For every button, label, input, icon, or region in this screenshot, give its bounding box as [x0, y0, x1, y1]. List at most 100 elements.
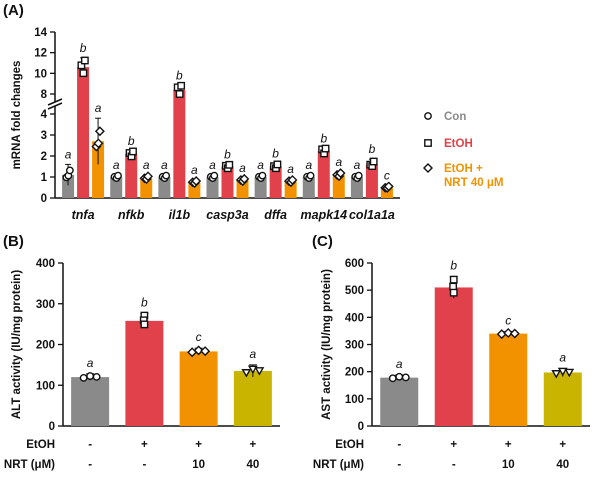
panelB-nrt-cell: 40	[246, 459, 259, 471]
panelC-y-tick-label: 100	[345, 394, 364, 406]
panel-a-point	[273, 160, 282, 169]
panelC-point	[395, 372, 404, 381]
panelC-etoh-cell: +	[559, 439, 566, 451]
panelC-y-axis-title: AST activity (IU/mg protein)	[321, 269, 333, 420]
panel-a-sig-label: a	[305, 158, 312, 172]
panel-a-sig-label: b	[128, 134, 135, 148]
panelB-bar	[179, 351, 218, 426]
panelB-nrt-cell: -	[88, 459, 92, 471]
panelB-y-tick-label: 200	[36, 340, 55, 352]
panel-a-bar	[62, 174, 75, 198]
panel-a-bar	[92, 141, 105, 198]
panelB-sig-label: c	[196, 330, 202, 344]
panelB-bar	[71, 377, 110, 426]
panel-a-point	[162, 171, 171, 180]
panel-a-point	[369, 157, 378, 166]
panel-a-bar	[380, 187, 393, 198]
panel-a-bar	[284, 181, 297, 198]
panelC-point	[401, 373, 410, 382]
panel-a-bar	[140, 178, 153, 198]
panel-a-bar	[206, 177, 219, 198]
panel-a-axis-break	[47, 102, 63, 110]
legend-etoh-marker	[424, 139, 432, 147]
panel-a-bar	[110, 177, 123, 198]
panelC-nrt-row-label: NRT (μM)	[313, 459, 364, 471]
panelB-point	[254, 367, 265, 376]
panelC-etoh-cell: -	[397, 439, 401, 451]
legend-nrt-marker	[423, 163, 433, 173]
panel-a-point	[321, 144, 330, 153]
panelC-nrt-cell: -	[452, 459, 456, 471]
panel-a-sig-label: b	[369, 142, 376, 156]
panel-a-category-label: casp3a	[206, 208, 248, 222]
panelC-y-tick-label: 500	[345, 285, 364, 297]
panelB-sig-label: a	[250, 347, 257, 361]
panelC-y-tick-label: 200	[345, 367, 364, 379]
panelC-point	[509, 328, 520, 339]
panelB-etoh-cell: +	[195, 439, 202, 451]
panel-a-point	[191, 176, 202, 187]
panelC-point	[449, 288, 458, 297]
panelB-point	[241, 369, 252, 378]
panel-a-point	[225, 160, 234, 169]
panelC-bar	[543, 372, 582, 426]
panelC-sig-label: a	[396, 357, 403, 371]
panel-a-sig-label: a	[287, 162, 294, 176]
panel-a-axis-break	[47, 98, 63, 106]
panel-a-point	[80, 56, 89, 65]
panelC-y-tick-label: 600	[345, 258, 364, 270]
panel-a-point	[79, 69, 88, 78]
panelB-y-tick-label: 300	[36, 299, 55, 311]
panelC-y-tick-label: 400	[345, 312, 364, 324]
panelB-y-tick-label: 0	[49, 421, 55, 433]
panelB-etoh-cell: -	[88, 439, 92, 451]
panel-a-category-label: col1a1a	[349, 208, 395, 222]
panel-a-bar	[77, 67, 90, 198]
panelC-point	[503, 327, 514, 338]
panelB-point	[193, 345, 204, 356]
panel-b: (B) 0 100 200 300 400 ALT activity (IU/mg prot…	[3, 233, 280, 471]
panel-a-sig-label: b	[176, 69, 183, 83]
panel-a-y-axis-title: mRNA fold changes	[11, 61, 23, 170]
panel-a-point	[354, 171, 363, 180]
panel-a-bar	[188, 182, 201, 198]
panelC-point	[564, 368, 575, 378]
panel-a-sig-label: a	[335, 155, 342, 169]
panelB-bar	[233, 370, 272, 426]
panel-a-bar	[302, 177, 315, 198]
panel-a-point	[383, 181, 394, 192]
panelB-y-tick-label: 100	[36, 380, 55, 392]
panelB-etoh-cell: +	[250, 439, 257, 451]
panel-a-point	[335, 168, 346, 179]
panel-a-sig-label: b	[320, 132, 327, 146]
panel-a-bar	[317, 150, 330, 198]
panelC-bar	[380, 377, 419, 426]
panelB-etoh-cell: +	[141, 439, 148, 451]
panel-a-y-tick-label: 14	[34, 27, 47, 39]
panel-a-point	[93, 138, 104, 149]
panel-a-sig-label: b	[272, 146, 279, 160]
panel-a-point	[306, 171, 315, 180]
panelC-etoh-row-label: EtOH	[335, 439, 364, 451]
panelC-y-tick-label: 0	[358, 421, 364, 433]
panel-a-point	[114, 171, 122, 180]
panelC-etoh-cell: +	[450, 439, 457, 451]
panel-a-bar	[365, 164, 378, 198]
panel-a-point	[94, 126, 105, 137]
legend-con-label: Con	[444, 111, 466, 123]
panel-a-sig-label: c	[384, 168, 390, 182]
legend-con-marker	[424, 112, 432, 120]
panel-a-bar	[221, 166, 234, 198]
panel-a-sig-label: a	[65, 147, 72, 161]
panel-a-y-tick-label: 3	[41, 130, 47, 142]
panel-c: (C) 0 100 200 300 400 500 600 AST activity (IU/m…	[312, 233, 590, 471]
panelC-y-tick-label: 300	[345, 340, 364, 352]
panelB-y-tick-label: 400	[36, 258, 55, 270]
panel-a-bar	[254, 177, 267, 198]
panelB-bar	[125, 320, 164, 426]
panelC-bar	[434, 287, 473, 426]
panel-a-sig-label: a	[143, 158, 150, 172]
panelC-nrt-cell: -	[397, 459, 401, 471]
